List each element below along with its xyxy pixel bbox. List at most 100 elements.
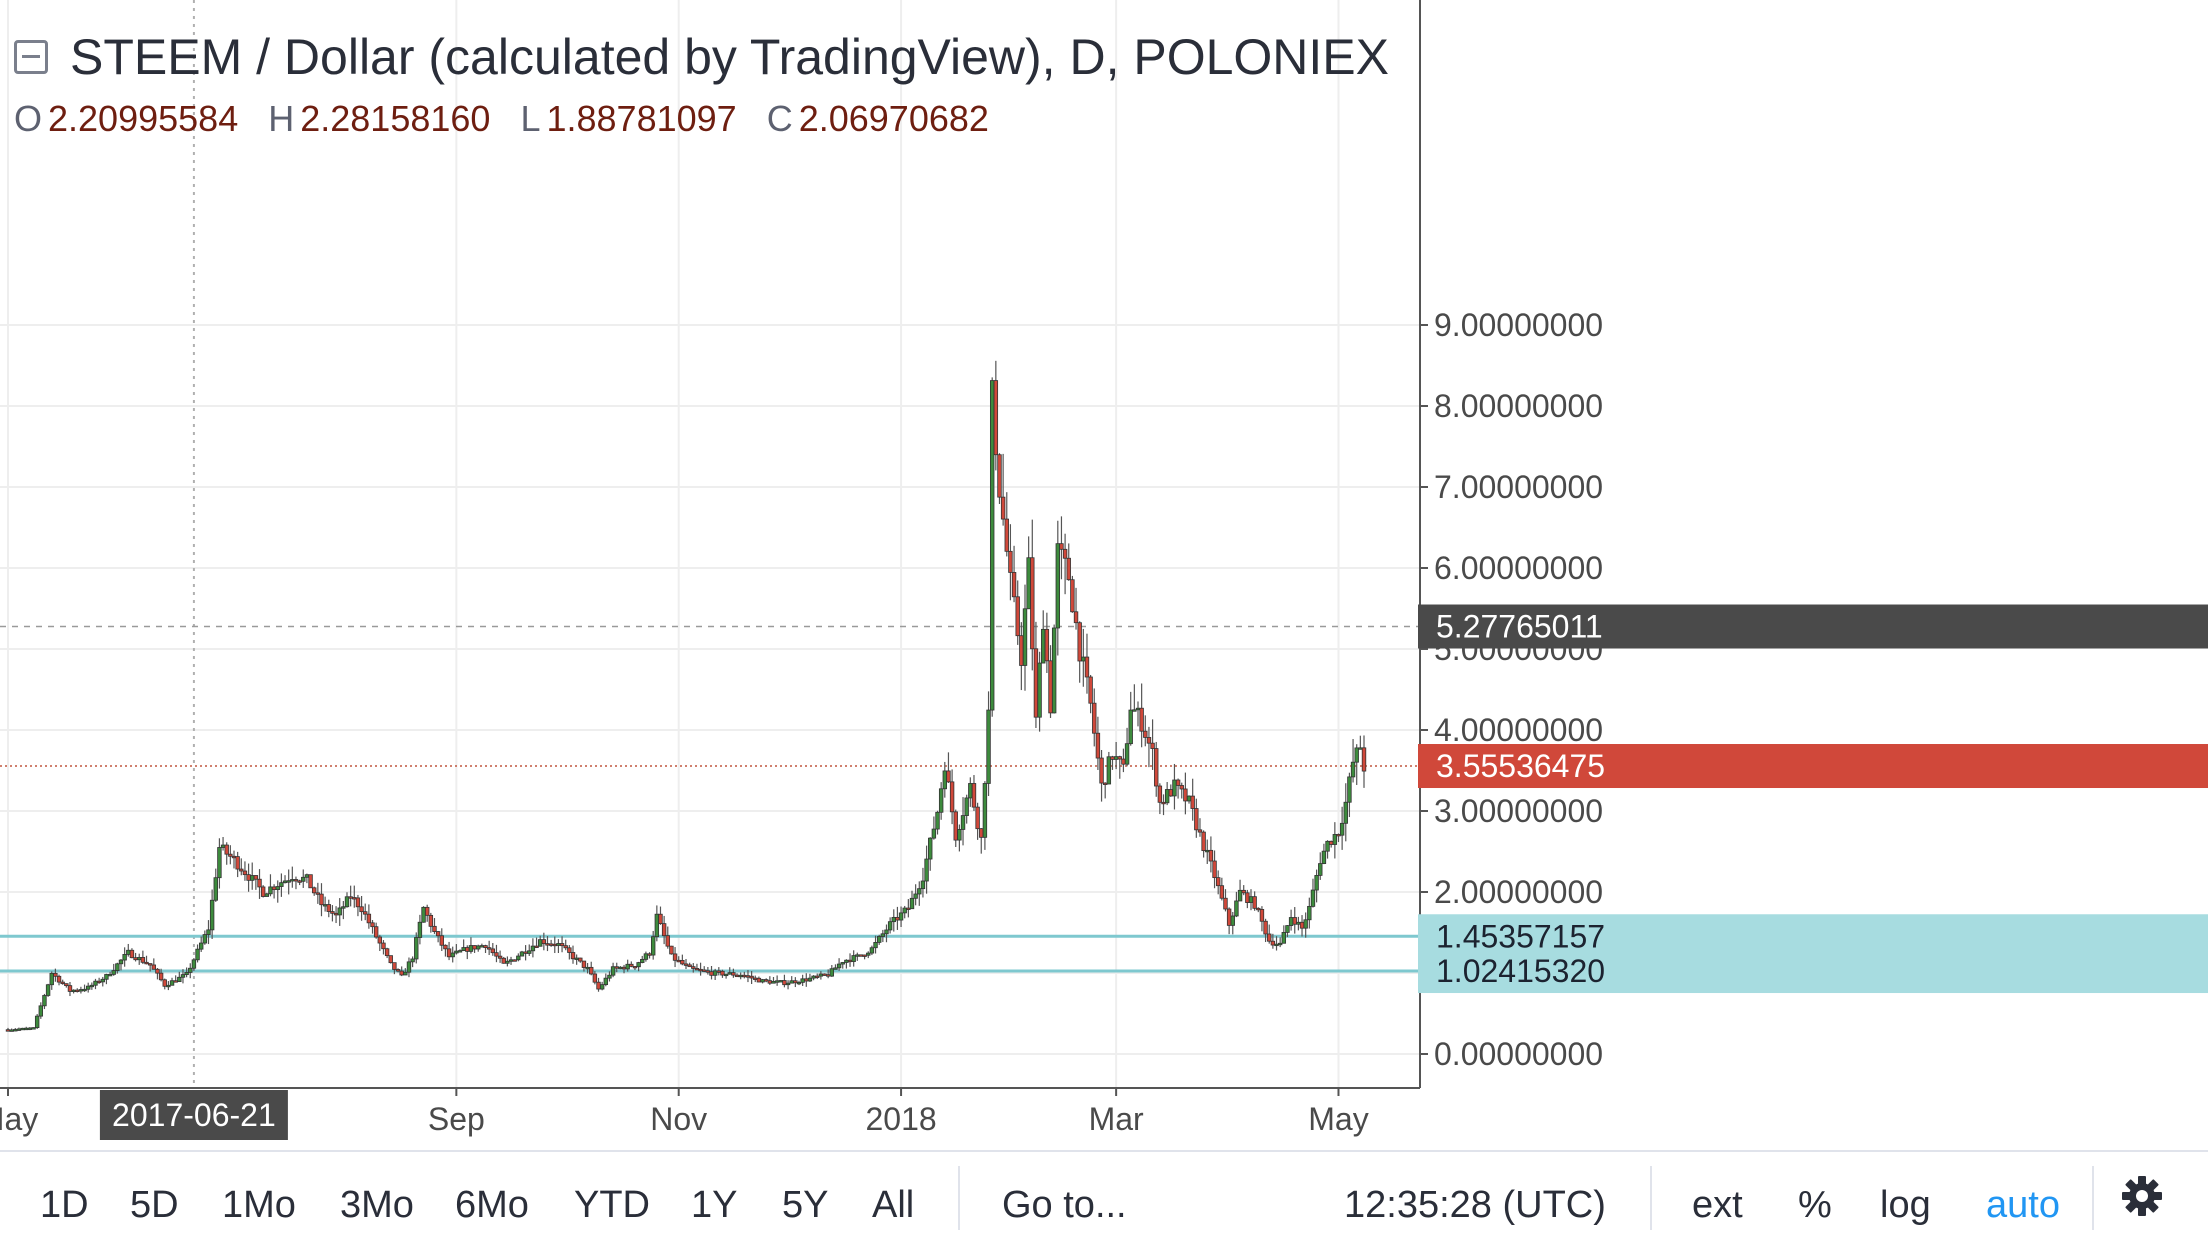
candle-body: [403, 971, 408, 976]
candle-body: [1296, 921, 1301, 925]
candle-body: [322, 904, 328, 907]
chart-canvas[interactable]: 0.000000001.000000002.000000003.00000000…: [0, 0, 2208, 1150]
candle-body: [782, 980, 787, 986]
candle-body: [188, 967, 193, 973]
candle-body: [964, 797, 969, 816]
candle-body: [731, 972, 736, 976]
candle-body: [42, 995, 47, 1007]
percent-toggle[interactable]: %: [1798, 1184, 1832, 1226]
candle-body: [115, 963, 120, 971]
candle-body: [552, 943, 557, 947]
candle-body: [858, 954, 864, 957]
candle-body: [45, 984, 51, 996]
price-label-text: 5.27765011: [1436, 609, 1603, 645]
log-toggle[interactable]: log: [1880, 1184, 1931, 1226]
range-1d-button[interactable]: 1D: [40, 1184, 89, 1226]
candle-body: [490, 948, 496, 954]
candle-body: [614, 966, 619, 969]
candle-body: [1102, 782, 1108, 785]
candle-body: [5, 1029, 11, 1032]
candle-body: [1088, 676, 1093, 704]
candle-body: [811, 975, 816, 979]
range-5y-button[interactable]: 5Y: [782, 1184, 829, 1226]
candle-body: [1303, 919, 1308, 929]
candle-body: [1168, 789, 1174, 797]
candle-body: [319, 893, 324, 906]
candle-body: [64, 983, 69, 987]
candle-body: [71, 989, 76, 993]
range-ytd-button[interactable]: YTD: [574, 1184, 650, 1226]
ext-toggle[interactable]: ext: [1692, 1184, 1743, 1226]
x-tick-label: 2018: [865, 1101, 936, 1137]
range-5d-button[interactable]: 5D: [130, 1184, 179, 1226]
candle-body: [530, 945, 536, 952]
goto-button[interactable]: Go to...: [1002, 1184, 1127, 1226]
candle-body: [1030, 557, 1035, 650]
candle-body: [887, 921, 893, 931]
candle-body: [348, 896, 353, 899]
candle-body: [75, 989, 80, 993]
candle-body: [1194, 808, 1199, 831]
candle-body: [56, 975, 62, 983]
candle-body: [1179, 785, 1184, 790]
candle-body: [275, 886, 280, 891]
candle-body: [836, 963, 842, 969]
candle-body: [177, 976, 182, 983]
candle-body: [1044, 628, 1050, 662]
candle-body: [734, 974, 740, 978]
candle-body: [742, 974, 747, 978]
candle-body: [414, 937, 419, 960]
candle-body: [1055, 543, 1061, 629]
candle-body: [982, 783, 988, 838]
candle-body: [716, 970, 722, 973]
collapse-icon[interactable]: [14, 40, 48, 74]
candle-body: [129, 949, 135, 959]
y-tick-label: 6.00000000: [1434, 550, 1603, 586]
range-3mo-button[interactable]: 3Mo: [340, 1184, 414, 1226]
candle-body: [1092, 702, 1097, 734]
candle-body: [636, 962, 641, 968]
candle-body: [140, 957, 146, 963]
range-6mo-button[interactable]: 6Mo: [455, 1184, 529, 1226]
candle-body: [104, 974, 109, 980]
candle-body: [1070, 579, 1075, 613]
candle-body: [570, 952, 576, 960]
candle-body: [96, 980, 102, 984]
candle-body: [333, 912, 339, 916]
candle-body: [578, 957, 583, 962]
candle-body: [399, 970, 404, 976]
candle-body: [468, 945, 474, 952]
gear-icon[interactable]: [2120, 1174, 2164, 1218]
candle-body: [1073, 611, 1079, 624]
auto-toggle[interactable]: auto: [1986, 1184, 2060, 1226]
candle-body: [1175, 779, 1181, 786]
chart-title: STEEM / Dollar (calculated by TradingVie…: [70, 29, 1389, 85]
candle-body: [1277, 942, 1283, 946]
range-1y-button[interactable]: 1Y: [691, 1184, 738, 1226]
candle-body: [818, 973, 824, 977]
range-1mo-button[interactable]: 1Mo: [222, 1184, 296, 1226]
candle-body: [198, 942, 204, 950]
ohlc-key: C: [766, 98, 793, 139]
candle-body: [1161, 801, 1166, 805]
candle-body: [556, 943, 561, 946]
candle-body: [1139, 707, 1144, 732]
clock-readout[interactable]: 12:35:28 (UTC): [1344, 1184, 1606, 1226]
candle-body: [206, 929, 211, 935]
range-all-button[interactable]: All: [872, 1184, 915, 1226]
candle-body: [723, 973, 729, 977]
price-label-text: 3.55536475: [1436, 748, 1605, 784]
candle-body: [975, 806, 980, 830]
candle-body: [439, 935, 444, 946]
candle-body: [118, 959, 124, 965]
candle-body: [169, 980, 175, 986]
candle-body: [1223, 897, 1228, 910]
candle-body: [1113, 756, 1119, 760]
candle-body: [1252, 896, 1257, 909]
candle-body: [763, 979, 769, 982]
candle-body: [34, 1015, 40, 1029]
candle-body: [512, 959, 517, 962]
candle-body: [960, 815, 966, 830]
candle-body: [78, 989, 84, 992]
price-label-text: 1.02415320: [1436, 953, 1605, 989]
